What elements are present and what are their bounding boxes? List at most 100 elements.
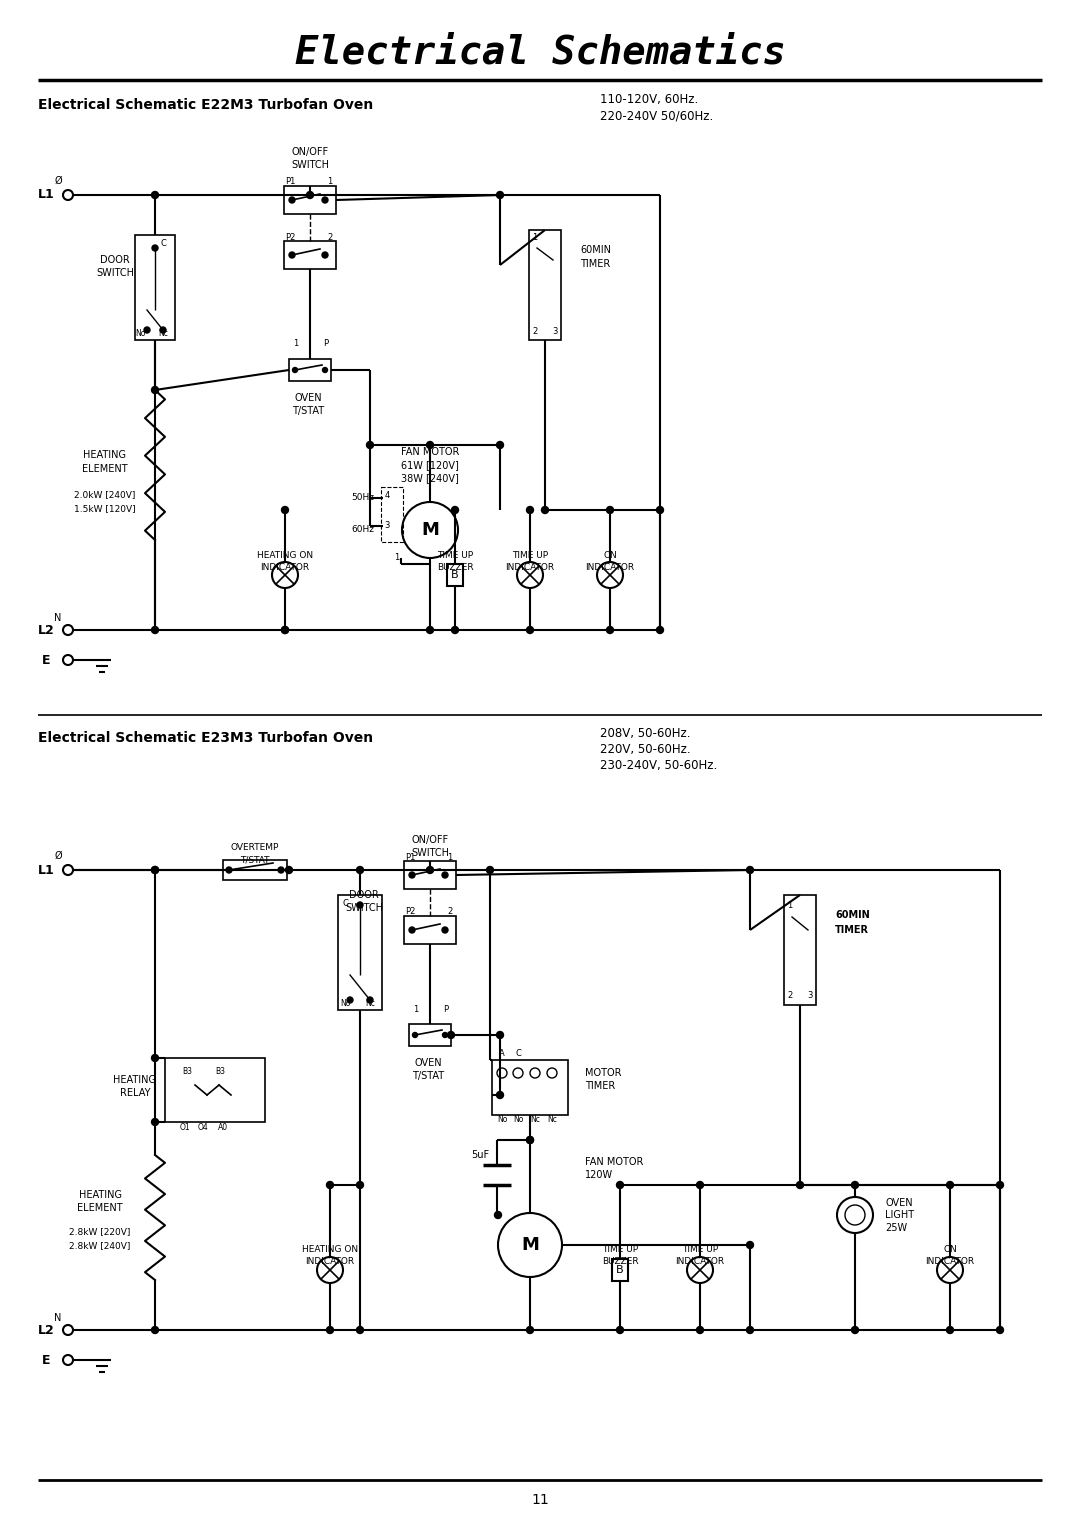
Circle shape <box>282 626 288 634</box>
Circle shape <box>527 626 534 634</box>
Text: 11: 11 <box>531 1493 549 1507</box>
Text: DOOR: DOOR <box>100 255 130 266</box>
Text: No: No <box>135 328 145 337</box>
Text: Ø: Ø <box>54 851 62 861</box>
Text: N: N <box>54 612 62 623</box>
Text: T/STAT: T/STAT <box>240 855 270 864</box>
Text: Nc: Nc <box>365 999 375 1008</box>
Text: INDICATOR: INDICATOR <box>585 562 635 571</box>
Circle shape <box>151 1118 159 1125</box>
Text: C: C <box>515 1049 521 1058</box>
Text: INDICATOR: INDICATOR <box>926 1258 974 1266</box>
Circle shape <box>226 867 232 873</box>
Text: P1: P1 <box>285 177 295 186</box>
Text: INDICATOR: INDICATOR <box>306 1258 354 1266</box>
Circle shape <box>289 252 295 258</box>
Circle shape <box>617 1327 623 1333</box>
Circle shape <box>282 626 288 634</box>
Text: E: E <box>42 654 51 666</box>
Circle shape <box>151 386 159 394</box>
Text: O1: O1 <box>179 1124 190 1133</box>
Text: BUZZER: BUZZER <box>602 1258 638 1266</box>
Bar <box>338 895 382 1009</box>
Text: HEATING ON: HEATING ON <box>257 551 313 559</box>
Bar <box>284 186 336 214</box>
Circle shape <box>151 866 159 873</box>
Text: T/STAT: T/STAT <box>411 1070 444 1081</box>
Text: TIMER: TIMER <box>580 260 610 269</box>
Text: 2: 2 <box>447 907 453 916</box>
Circle shape <box>322 252 328 258</box>
Circle shape <box>697 1182 703 1188</box>
Text: ELEMENT: ELEMENT <box>82 464 127 473</box>
Circle shape <box>151 1055 159 1061</box>
Circle shape <box>497 1092 503 1098</box>
Text: 3: 3 <box>808 991 812 1000</box>
Text: SWITCH: SWITCH <box>411 847 449 858</box>
Text: BUZZER: BUZZER <box>436 562 473 571</box>
Text: P: P <box>323 339 328 348</box>
Circle shape <box>497 191 503 199</box>
Text: P2: P2 <box>405 907 415 916</box>
Text: LIGHT: LIGHT <box>885 1209 914 1220</box>
Text: 25W: 25W <box>885 1223 907 1232</box>
Text: M: M <box>521 1235 539 1254</box>
Text: SWITCH: SWITCH <box>291 160 329 169</box>
Bar <box>612 1258 627 1281</box>
Circle shape <box>427 866 433 873</box>
Circle shape <box>451 507 459 513</box>
Circle shape <box>357 902 363 909</box>
Circle shape <box>151 866 159 873</box>
Text: B: B <box>451 570 459 580</box>
Text: A: A <box>499 1049 504 1058</box>
Circle shape <box>293 368 297 373</box>
Text: 38W [240V]: 38W [240V] <box>401 473 459 483</box>
Text: INDICATOR: INDICATOR <box>505 562 554 571</box>
Circle shape <box>151 626 159 634</box>
Text: L2: L2 <box>38 1324 54 1336</box>
Circle shape <box>527 1136 534 1144</box>
Text: L1: L1 <box>38 188 54 202</box>
Circle shape <box>495 1211 501 1219</box>
Text: ELEMENT: ELEMENT <box>77 1203 123 1212</box>
Circle shape <box>443 1032 447 1037</box>
Circle shape <box>409 872 415 878</box>
Circle shape <box>442 927 448 933</box>
Text: INDICATOR: INDICATOR <box>260 562 310 571</box>
Bar <box>165 1058 265 1122</box>
Circle shape <box>486 866 494 873</box>
Text: ON/OFF: ON/OFF <box>292 147 328 157</box>
Bar <box>447 563 463 586</box>
Circle shape <box>527 507 534 513</box>
Text: C: C <box>342 898 348 907</box>
Bar <box>529 231 561 341</box>
Circle shape <box>541 507 549 513</box>
Bar <box>404 861 456 889</box>
Text: HEATING: HEATING <box>113 1075 157 1086</box>
Text: 208V, 50-60Hz.: 208V, 50-60Hz. <box>600 727 690 739</box>
Circle shape <box>322 197 328 203</box>
Circle shape <box>356 866 364 873</box>
Text: TIME UP: TIME UP <box>681 1246 718 1255</box>
Text: P2: P2 <box>285 232 295 241</box>
Circle shape <box>946 1182 954 1188</box>
Circle shape <box>451 626 459 634</box>
Text: Nc: Nc <box>548 1116 557 1124</box>
Circle shape <box>366 441 374 449</box>
Circle shape <box>326 1182 334 1188</box>
Text: SWITCH: SWITCH <box>96 269 134 278</box>
Text: 120W: 120W <box>585 1170 613 1180</box>
Text: TIMER: TIMER <box>835 925 869 935</box>
Text: FAN MOTOR: FAN MOTOR <box>585 1157 644 1167</box>
Text: 1.5kW [120V]: 1.5kW [120V] <box>75 504 136 513</box>
Text: 2.8kW [220V]: 2.8kW [220V] <box>69 1228 131 1237</box>
Text: HEATING ON: HEATING ON <box>302 1246 359 1255</box>
Text: ON: ON <box>603 551 617 559</box>
Text: B3: B3 <box>215 1067 225 1077</box>
Text: MOTOR: MOTOR <box>585 1067 621 1078</box>
Circle shape <box>307 191 313 199</box>
Text: ON/OFF: ON/OFF <box>411 835 448 844</box>
Circle shape <box>356 1327 364 1333</box>
Text: FAN MOTOR: FAN MOTOR <box>401 447 459 457</box>
Circle shape <box>413 1032 418 1037</box>
